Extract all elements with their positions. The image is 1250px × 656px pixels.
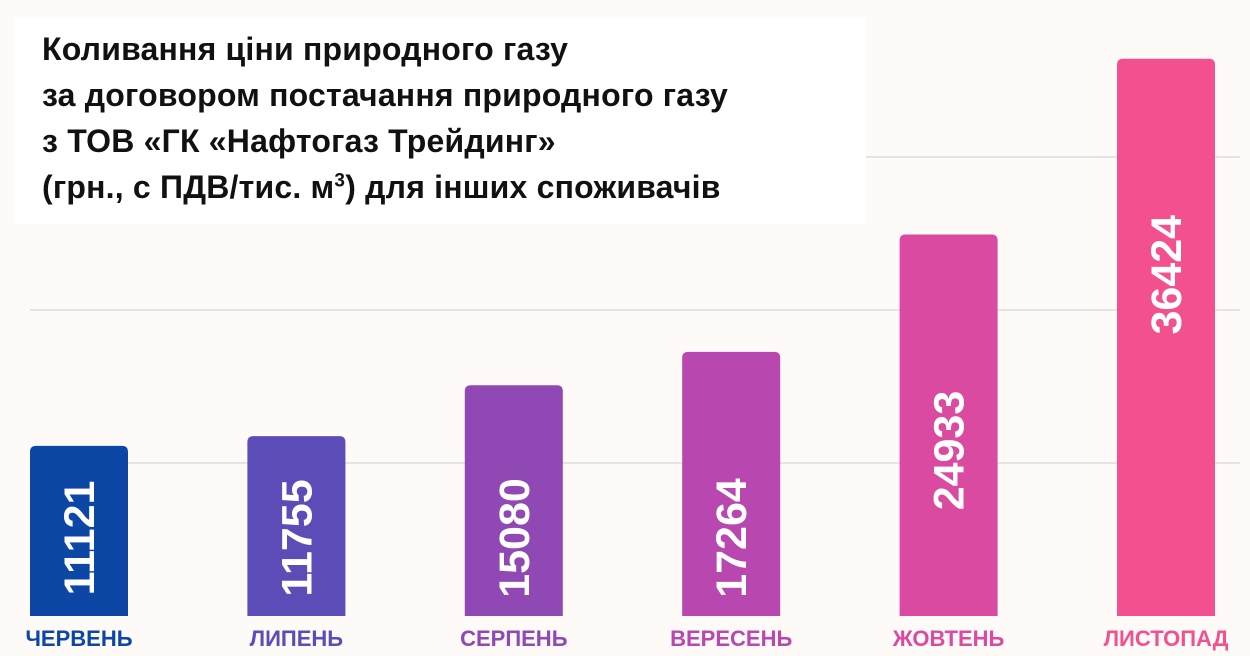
chart-title-line-2: за договором постачання природного газу <box>42 77 729 113</box>
bar-3 <box>464 385 563 616</box>
bar-4 <box>682 351 781 616</box>
chart-title-line-4: (грн., с ПДВ/тис. м3) для інших споживач… <box>42 164 866 210</box>
category-label-3: СЕРПЕНЬ <box>460 626 568 651</box>
value-label-4: 17264 <box>708 478 756 598</box>
category-label-5: ЖОВТЕНЬ <box>892 626 1005 651</box>
category-labels: ЧЕРВЕНЬ ЛИПЕНЬ СЕРПЕНЬ ВЕРЕСЕНЬ ЖОВТЕНЬ ЛИСТО… <box>25 626 1228 651</box>
bars <box>30 58 1215 617</box>
value-label-2: 11755 <box>273 479 321 596</box>
chart-title-line-1: Коливання ціни природного газу <box>42 31 569 67</box>
chart-title-audience: ) для інших споживачів <box>345 169 721 205</box>
value-labels: 11121 11755 15080 17264 24933 36424 <box>56 215 1191 598</box>
category-label-1: ЧЕРВЕНЬ <box>25 626 132 651</box>
category-label-6: ЛИСТОПАД <box>1104 626 1229 651</box>
bar-2 <box>247 436 346 616</box>
bar-6 <box>1117 58 1215 617</box>
chart-title-box: Коливання ціни природного газу за догово… <box>14 18 866 224</box>
value-label-5: 24933 <box>926 391 974 511</box>
value-label-6: 36424 <box>1143 215 1191 335</box>
bar-1 <box>30 445 128 616</box>
value-label-1: 11121 <box>56 481 104 596</box>
category-label-4: ВЕРЕСЕНЬ <box>670 626 792 651</box>
chart-title-line-3: з ТОВ «ГК «Нафтогаз Трейдинг» <box>42 123 556 159</box>
chart-title-unit: (грн., с ПДВ/тис. м <box>42 169 335 205</box>
chart-title-unit-superscript: 3 <box>334 170 346 192</box>
category-label-2: ЛИПЕНЬ <box>250 626 344 651</box>
bar-5 <box>899 234 998 617</box>
value-label-3: 15080 <box>491 478 539 598</box>
